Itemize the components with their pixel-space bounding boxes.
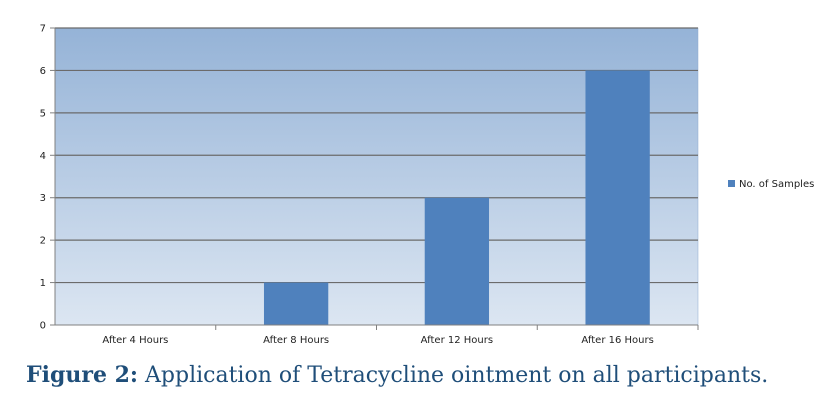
x-tick-label: After 4 Hours bbox=[102, 335, 168, 346]
bar bbox=[585, 70, 650, 325]
y-tick-label: 5 bbox=[40, 108, 46, 119]
y-tick-label: 1 bbox=[40, 278, 46, 289]
legend: No. of Samples bbox=[728, 179, 814, 190]
bar bbox=[424, 197, 490, 325]
x-tick-label: After 12 Hours bbox=[421, 335, 493, 346]
figure-caption: Figure 2: Application of Tetracycline oi… bbox=[26, 362, 816, 388]
y-tick-label: 6 bbox=[40, 66, 46, 77]
bar bbox=[263, 282, 329, 325]
x-tick-label: After 16 Hours bbox=[581, 335, 653, 346]
legend-swatch bbox=[728, 180, 735, 187]
axes: 0 1 2 3 4 5 6 7 After 4 Hours After 8 Hours After … bbox=[40, 24, 699, 346]
y-tick-label: 7 bbox=[40, 24, 46, 35]
y-tick-label: 2 bbox=[40, 236, 46, 247]
x-tick-label: After 8 Hours bbox=[263, 335, 329, 346]
y-tick-label: 4 bbox=[40, 151, 46, 162]
figure-label: Figure 2: bbox=[26, 362, 139, 388]
y-tick-label: 3 bbox=[40, 193, 46, 204]
legend-label: No. of Samples bbox=[739, 179, 814, 190]
bars bbox=[263, 70, 650, 325]
figure-caption-text: Application of Tetracycline ointment on … bbox=[138, 363, 769, 388]
y-tick-label: 0 bbox=[40, 321, 46, 332]
bar-chart: 0 1 2 3 4 5 6 7 After 4 Hours After 8 Hours After … bbox=[40, 24, 815, 347]
